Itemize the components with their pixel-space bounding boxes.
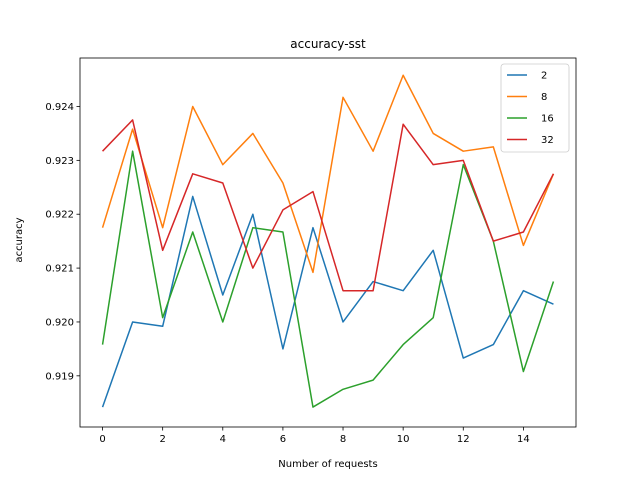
x-tick-label: 6 (280, 434, 286, 445)
legend: 2 8 16 32 (500, 63, 570, 153)
y-tick-label: 0.923 (45, 156, 74, 167)
legend-label-16: 16 (541, 114, 554, 125)
legend-label-32: 32 (541, 135, 554, 146)
chart-title: accuracy-sst (290, 37, 366, 51)
x-tick-label: 12 (457, 434, 470, 445)
series-line-32 (102, 119, 555, 292)
y-tick-label: 0.919 (45, 371, 74, 382)
y-tick-label: 0.920 (45, 317, 74, 328)
series-line-16 (101, 150, 555, 408)
x-tick-label: 10 (397, 434, 410, 445)
x-tick-label: 2 (159, 434, 165, 445)
x-tick-label: 8 (340, 434, 346, 445)
series-layer (101, 74, 555, 408)
series-line-2 (101, 195, 554, 408)
plot-frame (79, 57, 577, 428)
legend-box (500, 63, 570, 153)
y-tick-label: 0.921 (45, 264, 74, 275)
y-tick-label: 0.922 (45, 210, 74, 221)
legend-label-2: 2 (541, 71, 547, 82)
x-tick-label: 4 (220, 434, 226, 445)
x-axis-title: Number of requests (278, 459, 377, 470)
x-tick-label: 0 (99, 434, 105, 445)
y-axis-title: accuracy (14, 217, 25, 262)
y-tick-label: 0.924 (45, 102, 74, 113)
x-axis: 0 2 4 6 8 10 12 14 (99, 427, 530, 445)
x-tick-label: 14 (517, 434, 530, 445)
series-line-8 (101, 74, 555, 274)
y-axis: 0.919 0.920 0.921 0.922 0.923 0.924 (45, 102, 80, 382)
legend-label-8: 8 (541, 92, 547, 103)
